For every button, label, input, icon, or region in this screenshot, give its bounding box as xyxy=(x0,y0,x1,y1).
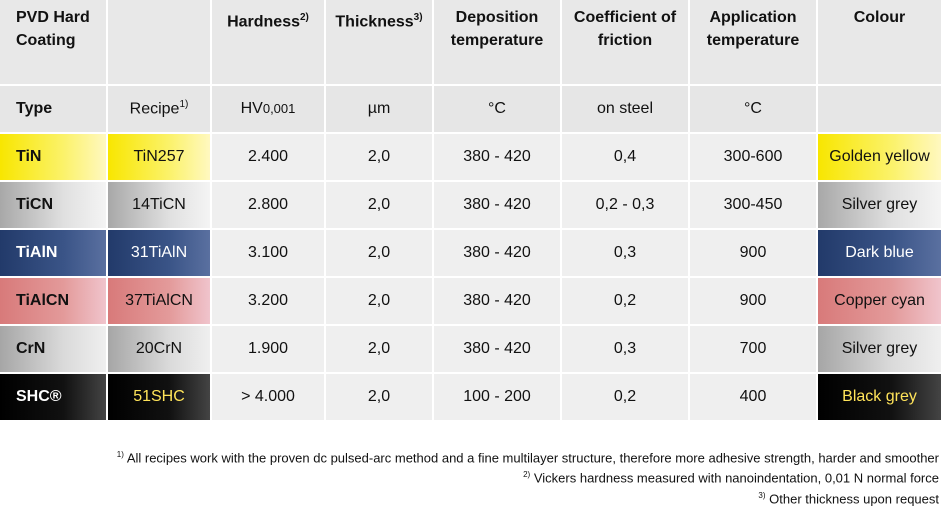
subheader-row: Type Recipe1) HV0,001 µm °C on steel °C xyxy=(0,86,941,132)
footnote: 1) All recipes work with the proven dc p… xyxy=(117,446,939,466)
subheader-cell: °C xyxy=(690,86,816,132)
data-row: TiCN 14TiCN 2.800 2,0 380 - 420 0,2 - 0,3 300-… xyxy=(0,182,941,228)
table-cell: 2,0 xyxy=(326,134,432,180)
table-cell: 3.200 xyxy=(212,278,324,324)
header-text: Deposition temperature xyxy=(450,9,544,49)
header-row: PVD Hard Coating Hardness2) Thickness3) … xyxy=(0,0,941,84)
table-cell: 0,3 xyxy=(562,230,688,276)
subheader-text: Recipe xyxy=(129,100,180,118)
header-text: PVD Hard Coating xyxy=(16,9,90,49)
subheader-cell xyxy=(818,86,941,132)
header-text: Colour xyxy=(853,9,906,26)
subheader-cell: Type xyxy=(0,86,106,132)
table-cell: TiAlN xyxy=(0,230,106,276)
subheader-cell: °C xyxy=(434,86,560,132)
table-cell: 300-450 xyxy=(690,182,816,228)
table-cell: 0,3 xyxy=(562,326,688,372)
table-cell: TiN xyxy=(0,134,106,180)
table-cell: 20CrN xyxy=(108,326,210,372)
data-row: SHC® 51SHC > 4.000 2,0 100 - 200 0,2 400 Black … xyxy=(0,374,941,420)
table-cell: > 4.000 xyxy=(212,374,324,420)
data-row: TiAlN 31TiAlN 3.100 2,0 380 - 420 0,3 900 Dark … xyxy=(0,230,941,276)
table-cell: 2,0 xyxy=(326,374,432,420)
table-cell: 37TiAlCN xyxy=(108,278,210,324)
table-cell: CrN xyxy=(0,326,106,372)
footnote: 2) Vickers hardness measured with nanoin… xyxy=(117,466,939,486)
table-cell: 700 xyxy=(690,326,816,372)
table-cell: Silver grey xyxy=(818,326,941,372)
table-cell: Dark blue xyxy=(818,230,941,276)
header-cell: Colour xyxy=(818,0,941,84)
note-mark: 3) xyxy=(413,12,423,23)
note-mark: 3) xyxy=(758,490,766,500)
table-cell: 900 xyxy=(690,230,816,276)
table-cell: 2,0 xyxy=(326,278,432,324)
header-cell: Deposition temperature xyxy=(434,0,560,84)
subheader-cell: µm xyxy=(326,86,432,132)
table-cell: Golden yellow xyxy=(818,134,941,180)
table-cell: 14TiCN xyxy=(108,182,210,228)
header-cell: Coefficient of friction xyxy=(562,0,688,84)
subheader-cell: Recipe1) xyxy=(108,86,210,132)
table-cell: TiAlCN xyxy=(0,278,106,324)
footnote-text: Vickers hardness measured with nanoinden… xyxy=(533,470,939,486)
header-cell: PVD Hard Coating xyxy=(0,0,106,84)
table-cell: Silver grey xyxy=(818,182,941,228)
header-cell: Thickness3) xyxy=(326,0,432,84)
table-cell: TiCN xyxy=(0,182,106,228)
table-cell: 300-600 xyxy=(690,134,816,180)
subheader-text: HV xyxy=(240,100,263,117)
table-cell: 0,2 xyxy=(562,374,688,420)
table-cell: Black grey xyxy=(818,374,941,420)
header-cell xyxy=(108,0,210,84)
table-cell: 380 - 420 xyxy=(434,326,560,372)
note-mark: 1) xyxy=(116,450,124,459)
table-cell: 2,0 xyxy=(326,326,432,372)
table-cell: 0,2 xyxy=(562,278,688,324)
table-cell: 2,0 xyxy=(326,230,432,276)
table-cell: 0,2 - 0,3 xyxy=(562,182,688,228)
footnotes: 1) All recipes work with the proven dc p… xyxy=(117,446,939,507)
header-text: Coefficient of friction xyxy=(573,9,677,49)
table-cell: 380 - 420 xyxy=(434,134,560,180)
data-row: CrN 20CrN 1.900 2,0 380 - 420 0,3 700 Silver gr… xyxy=(0,326,941,372)
table-cell: 2.800 xyxy=(212,182,324,228)
table-cell: Copper cyan xyxy=(818,278,941,324)
table-cell: 51SHC xyxy=(108,374,210,420)
table-cell: TiN257 xyxy=(108,134,210,180)
table-cell: 2.400 xyxy=(212,134,324,180)
data-row: TiN TiN257 2.400 2,0 380 - 420 0,4 300-600 Gold… xyxy=(0,134,941,180)
header-text: Thickness xyxy=(335,13,414,31)
note-mark: 2) xyxy=(300,12,309,23)
table-cell: 31TiAlN xyxy=(108,230,210,276)
footnote-text: Other thickness upon request xyxy=(769,490,939,506)
table-cell: 100 - 200 xyxy=(434,374,560,420)
table-cell: 380 - 420 xyxy=(434,278,560,324)
table-cell: 380 - 420 xyxy=(434,182,560,228)
table-cell: 400 xyxy=(690,374,816,420)
header-text: Hardness xyxy=(227,13,300,31)
subheader-cell: HV0,001 xyxy=(212,86,324,132)
footnote: 3) Other thickness upon request xyxy=(117,487,939,507)
table-cell: 380 - 420 xyxy=(434,230,560,276)
table-cell: SHC® xyxy=(0,374,106,420)
subheader-text: 0,001 xyxy=(262,101,296,116)
header-cell: Hardness2) xyxy=(212,0,324,84)
table-cell: 900 xyxy=(690,278,816,324)
table-cell: 1.900 xyxy=(212,326,324,372)
data-row: TiAlCN 37TiAlCN 3.200 2,0 380 - 420 0,2 900 Cop… xyxy=(0,278,941,324)
header-text: Application temperature xyxy=(706,9,800,49)
footnote-text: All recipes work with the proven dc puls… xyxy=(126,450,939,466)
table-cell: 3.100 xyxy=(212,230,324,276)
table-cell: 2,0 xyxy=(326,182,432,228)
subheader-cell: on steel xyxy=(562,86,688,132)
table-cell: 0,4 xyxy=(562,134,688,180)
note-mark: 1) xyxy=(179,99,189,111)
note-mark: 2) xyxy=(523,470,531,480)
header-cell: Application temperature xyxy=(690,0,816,84)
coating-table: PVD Hard Coating Hardness2) Thickness3) … xyxy=(0,0,941,420)
